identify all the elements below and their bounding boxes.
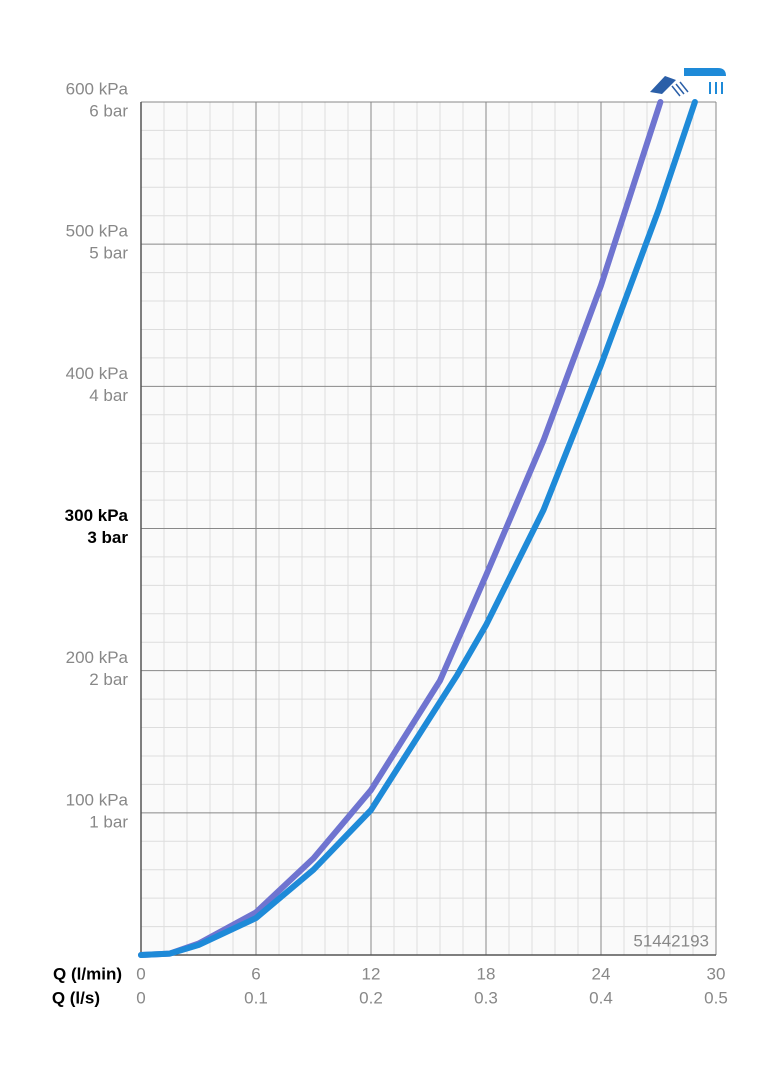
x2-tick-label: 0.3 [474,988,498,1007]
icon [650,76,676,94]
icon [684,68,726,76]
x2-tick-label: 0.5 [704,988,728,1007]
x2-tick-label: 0 [136,988,145,1007]
y-tick-label: 300 kPa [65,506,129,525]
x-tick-label: 12 [362,964,381,983]
curve [138,99,698,958]
shower-icons [650,68,726,97]
y-tick-label: 200 kPa [66,648,129,667]
x2-axis-label: Q (l/s) [52,988,100,1007]
y2-tick-label: 2 bar [89,670,128,689]
y2-tick-label: 5 bar [89,244,128,263]
y2-tick-label: 1 bar [89,812,128,831]
y2-tick-label: 3 bar [87,528,128,547]
x2-tick-label: 0.2 [359,988,383,1007]
x2-tick-label: 0.1 [244,988,268,1007]
icon [671,81,689,97]
y2-tick-label: 4 bar [89,386,128,405]
y-tick-label: 100 kPa [66,790,129,809]
x-tick-label: 6 [251,964,260,983]
y-tick-label: 400 kPa [66,364,129,383]
y-tick-label: 600 kPa [66,79,129,98]
x-tick-label: 0 [136,964,145,983]
annotation: 51442193 [633,931,709,950]
x-tick-label: 18 [477,964,496,983]
x2-tick-label: 0.4 [589,988,613,1007]
x-tick-label: 24 [592,964,611,983]
y-tick-label: 500 kPa [66,222,129,241]
icon [709,82,723,94]
x-tick-label: 30 [707,964,726,983]
y2-tick-label: 6 bar [89,101,128,120]
x-axis-label: Q (l/min) [53,964,122,983]
